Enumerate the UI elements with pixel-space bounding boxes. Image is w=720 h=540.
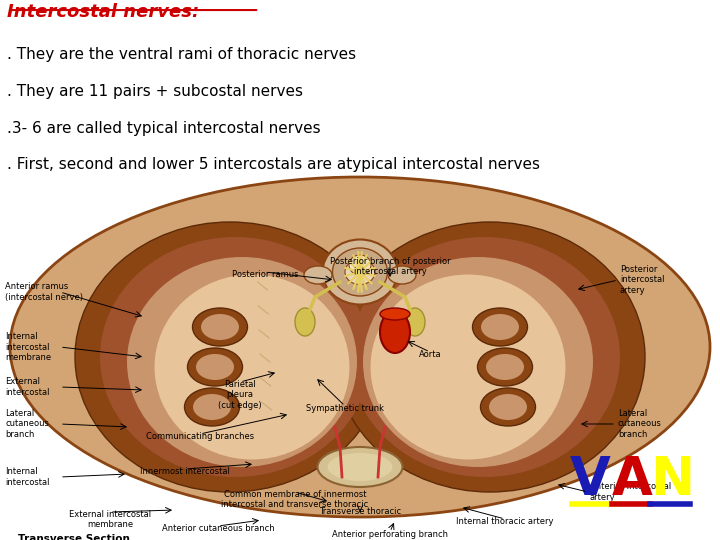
Ellipse shape — [345, 260, 375, 285]
Text: Anterior perforating branch: Anterior perforating branch — [332, 530, 448, 539]
Text: . They are the ventral rami of thoracic nerves: . They are the ventral rami of thoracic … — [7, 47, 356, 62]
Ellipse shape — [193, 394, 231, 420]
Ellipse shape — [184, 388, 240, 426]
Ellipse shape — [472, 308, 528, 346]
Text: . First, second and lower 5 intercostals are atypical intercostal nerves: . First, second and lower 5 intercostals… — [7, 157, 540, 172]
Ellipse shape — [480, 388, 536, 426]
Ellipse shape — [380, 311, 410, 353]
Text: N: N — [650, 454, 694, 506]
Ellipse shape — [295, 308, 315, 336]
Ellipse shape — [201, 314, 239, 340]
Ellipse shape — [371, 274, 565, 460]
Ellipse shape — [75, 222, 385, 492]
Ellipse shape — [304, 266, 332, 284]
Ellipse shape — [196, 354, 234, 380]
Text: V: V — [570, 454, 611, 506]
Text: Internal
intercostal
membrane: Internal intercostal membrane — [5, 332, 51, 362]
Ellipse shape — [481, 314, 519, 340]
Ellipse shape — [477, 348, 533, 386]
Ellipse shape — [323, 240, 397, 305]
Ellipse shape — [489, 394, 527, 420]
Ellipse shape — [187, 348, 243, 386]
Text: A: A — [611, 454, 652, 506]
Text: External intercostal
membrane: External intercostal membrane — [69, 510, 151, 529]
Ellipse shape — [10, 177, 710, 517]
Text: Sympathetic trunk: Sympathetic trunk — [306, 404, 384, 413]
Text: Posterior ramus: Posterior ramus — [232, 270, 298, 279]
Text: Communicating branches: Communicating branches — [146, 432, 254, 441]
Text: Lateral
cutaneous
branch: Lateral cutaneous branch — [618, 409, 662, 439]
Ellipse shape — [486, 354, 524, 380]
Text: Lateral
cutaneous
branch: Lateral cutaneous branch — [5, 409, 49, 439]
Ellipse shape — [333, 248, 387, 296]
Text: . They are 11 pairs + subcostal nerves: . They are 11 pairs + subcostal nerves — [7, 84, 303, 99]
Text: .3- 6 are called typical intercostal nerves: .3- 6 are called typical intercostal ner… — [7, 120, 321, 136]
Ellipse shape — [405, 308, 425, 336]
Text: Common membrane of innermost
intercostal and transverse thoracic: Common membrane of innermost intercostal… — [221, 490, 369, 509]
Ellipse shape — [192, 308, 248, 346]
Ellipse shape — [100, 237, 370, 477]
Ellipse shape — [335, 222, 645, 492]
Ellipse shape — [328, 453, 392, 481]
Text: Aorta: Aorta — [419, 350, 441, 359]
Text: Anterior cutaneous branch: Anterior cutaneous branch — [162, 524, 274, 533]
Ellipse shape — [155, 274, 349, 460]
Text: Innermost intercostal: Innermost intercostal — [140, 467, 230, 476]
Text: Transverse Section: Transverse Section — [18, 534, 130, 540]
Ellipse shape — [380, 308, 410, 320]
Text: Internal
intercostal: Internal intercostal — [5, 467, 50, 487]
Text: Internal thoracic artery: Internal thoracic artery — [456, 517, 554, 526]
Ellipse shape — [388, 266, 416, 284]
Text: Transverse thoracic: Transverse thoracic — [319, 507, 401, 516]
Ellipse shape — [363, 257, 593, 467]
Text: Posterior branch of posterior
intercostal artery: Posterior branch of posterior intercosta… — [330, 257, 450, 276]
Text: Parietal
pleura
(cut edge): Parietal pleura (cut edge) — [218, 380, 262, 410]
Text: Anterior intercostal
artery: Anterior intercostal artery — [590, 482, 671, 502]
Text: Intercostal nerves:: Intercostal nerves: — [7, 3, 199, 22]
Text: Anterior ramus
(intercostal nerve): Anterior ramus (intercostal nerve) — [5, 282, 83, 302]
Ellipse shape — [318, 447, 402, 487]
Ellipse shape — [127, 257, 357, 467]
Text: Posterior
intercostal
artery: Posterior intercostal artery — [620, 265, 665, 295]
Text: External
intercostal: External intercostal — [5, 377, 50, 397]
Ellipse shape — [350, 237, 620, 477]
Ellipse shape — [349, 255, 371, 275]
